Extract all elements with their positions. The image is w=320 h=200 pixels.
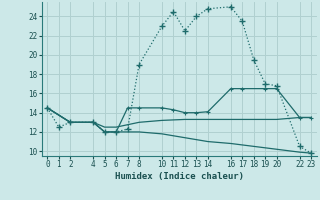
X-axis label: Humidex (Indice chaleur): Humidex (Indice chaleur) [115,172,244,181]
